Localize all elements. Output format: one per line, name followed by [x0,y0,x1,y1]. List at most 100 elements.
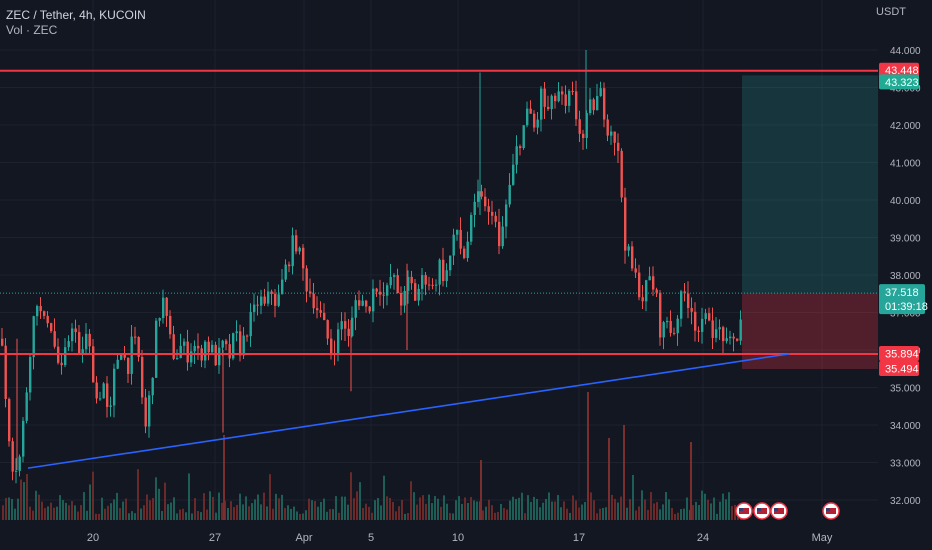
y-axis: 44.00043.00042.00041.00040.00039.00038.0… [890,46,921,507]
volume-bar [545,499,547,520]
candle-body [641,297,644,302]
volume-bar [602,508,604,520]
volume-bar [512,496,514,520]
volume-bar [515,498,517,520]
symbol-title[interactable]: ZEC / Tether, 4h, KUCOIN [6,8,146,22]
volume-bar [692,505,694,520]
candle-body [95,382,98,399]
candle-body [725,338,728,342]
volume-bar [362,507,364,520]
volume-bar [617,502,619,520]
candle-body [736,338,739,341]
volume-bar [395,511,397,520]
candle-body [389,276,392,286]
candle-body [74,328,77,333]
y-tick-label: 35.000 [890,384,921,395]
volume-bar [125,498,127,520]
candle-body [298,247,301,252]
candle-body [501,226,504,247]
candle-body [470,215,473,242]
candle-body [144,397,147,427]
volume-bar [104,508,106,520]
volume-bar [260,504,262,520]
volume-bar [194,498,196,520]
volume-bar [344,496,346,520]
x-tick-label: 20 [87,532,99,544]
volume-bar [590,492,592,520]
candle-body [624,197,627,251]
volume-bar [413,492,415,520]
volume-bar [332,509,334,520]
candle-body [718,327,721,330]
volume-bar [176,513,178,520]
volume-bar [185,512,187,520]
candle-body [603,88,606,120]
y-tick-label: 39.000 [890,234,921,245]
candle-body [449,255,452,271]
volume-bar [575,500,577,520]
volume-bar [419,497,421,520]
volume-bar [5,497,7,520]
volume-bar [95,513,97,520]
candle-body [505,204,508,227]
volume-bar [209,491,211,520]
volume-bar [392,502,394,520]
volume-bar [335,496,337,520]
volume-bar [221,502,223,520]
candle-body [225,340,228,345]
volume-bar [38,494,40,520]
candle-body [25,392,28,421]
candle-body [235,331,238,334]
volume-bar [533,496,535,520]
volume-bar [476,501,478,520]
volume-bar [668,499,670,520]
y-tick-label: 44.000 [890,46,921,57]
candle-body [277,294,280,306]
candle-body [540,88,543,120]
candle-body [438,259,441,285]
volume-bar [431,503,433,520]
volume-bar [401,499,403,520]
volume-bar [17,498,19,520]
volume-bar [428,494,430,520]
volume-bar [134,513,136,520]
candle-body [169,315,172,335]
volume-bar [527,495,529,520]
volume-bar [614,498,616,520]
candle-body [638,272,641,298]
volume-label[interactable]: Vol · ZEC [6,23,58,37]
volume-bar [443,495,445,520]
candle-body [424,275,427,285]
volume-bar [383,475,385,520]
candle-body [480,191,483,197]
volume-bar [59,495,61,520]
candle-body [330,338,333,354]
volume-bar [389,498,391,520]
volume-bar [140,508,142,520]
candle-body [11,441,14,472]
volume-bar [458,496,460,520]
volume-bar [611,494,613,520]
candle-body [88,333,91,347]
volume-bar [353,498,355,520]
volume-bar [269,474,271,520]
candle-body [312,293,315,309]
candle-body [715,329,718,338]
volume-bar [41,501,43,520]
volume-bar [620,496,622,520]
candle-body [148,395,151,427]
volume-bar [371,512,373,520]
price-tag [879,345,919,361]
volume-bar [299,513,301,520]
candle-body [309,291,312,294]
candle-body [711,320,714,338]
volume-bar [326,511,328,520]
volume-bar [599,508,601,520]
candle-body [400,293,403,306]
candle-body [340,321,343,330]
candle-body [442,259,445,282]
volume-bar [254,499,256,520]
stop-zone [742,293,878,369]
candle-body [533,113,536,128]
